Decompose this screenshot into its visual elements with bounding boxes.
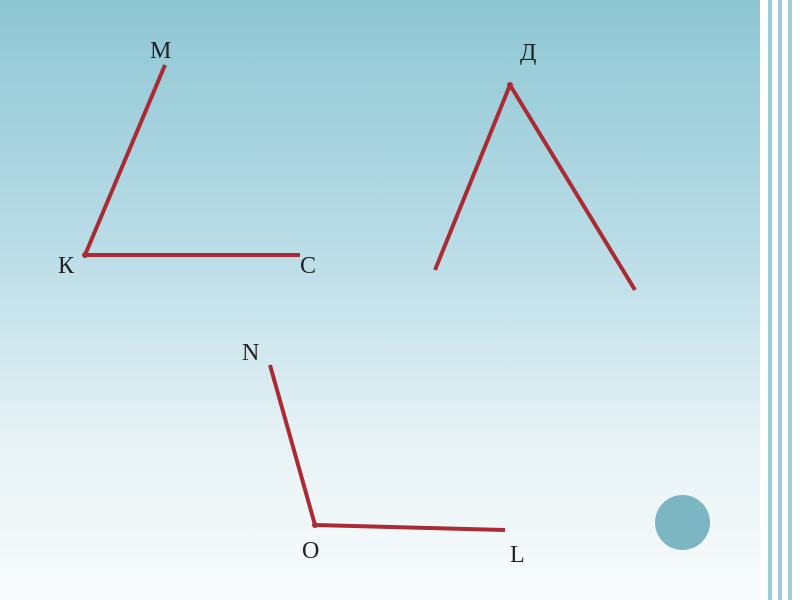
ray-d-left bbox=[435, 85, 510, 270]
ray-on bbox=[270, 365, 315, 525]
slide-accent-circle bbox=[655, 495, 710, 550]
label-l: L bbox=[510, 542, 525, 569]
vertex-o-dot bbox=[312, 522, 318, 528]
rail-line-1 bbox=[768, 0, 772, 600]
label-n: N bbox=[242, 340, 259, 367]
label-c: С bbox=[300, 253, 316, 280]
angle-nol bbox=[270, 365, 505, 530]
vertex-d-dot bbox=[507, 82, 513, 88]
ray-km bbox=[85, 65, 165, 255]
ray-d-right bbox=[510, 85, 635, 290]
angle-d bbox=[435, 82, 635, 290]
rail-line-2 bbox=[778, 0, 782, 600]
slide-right-rail bbox=[760, 0, 800, 600]
vertex-k-dot bbox=[82, 252, 88, 258]
angle-mkc bbox=[82, 65, 300, 258]
rail-line-3 bbox=[788, 0, 792, 600]
ray-ol bbox=[315, 525, 505, 530]
slide-background: М К С Д N O L bbox=[0, 0, 760, 600]
label-d: Д bbox=[520, 40, 536, 67]
label-k: К bbox=[58, 253, 74, 280]
label-m: М bbox=[150, 38, 171, 65]
geometry-svg bbox=[0, 0, 760, 600]
label-o: O bbox=[302, 538, 319, 565]
